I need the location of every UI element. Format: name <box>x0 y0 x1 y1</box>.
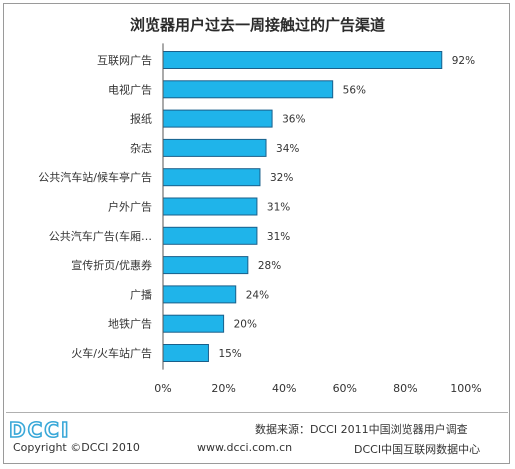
category-label-5: 户外广告 <box>108 200 152 214</box>
value-label-7: 28% <box>258 260 281 272</box>
value-label-4: 32% <box>270 172 293 184</box>
category-label-3: 杂志 <box>130 142 152 155</box>
value-label-1: 56% <box>343 84 366 96</box>
bar-6 <box>162 226 258 245</box>
bar-5 <box>162 197 258 216</box>
bar-4 <box>162 168 261 187</box>
bar-7 <box>162 256 249 275</box>
category-label-4: 公共汽车站/候车亭广告 <box>38 170 152 184</box>
dcci-logo-text: DCCI <box>9 420 70 440</box>
value-label-10: 15% <box>218 348 241 360</box>
category-label-0: 互联网广告 <box>97 54 152 67</box>
x-tick-label-2: 40% <box>272 382 296 395</box>
chart-title: 浏览器用户过去一周接触过的广告渠道 <box>129 16 385 34</box>
bar-9 <box>162 314 225 333</box>
value-label-2: 36% <box>282 114 305 126</box>
copyright-text: Copyright ©DCCI 2010 <box>13 441 140 454</box>
category-label-9: 地铁广告 <box>108 318 152 331</box>
category-label-8: 广播 <box>130 287 152 301</box>
x-tick-label-0: 0% <box>154 382 171 395</box>
dcci-logo: DCCI <box>9 420 70 440</box>
bar-10 <box>162 344 209 362</box>
category-label-6: 公共汽车广告(车厢… <box>49 229 152 243</box>
website-link[interactable]: www.dcci.com.cn <box>197 441 293 454</box>
category-label-10: 火车/火车站广告 <box>71 346 152 360</box>
category-label-1: 电视广告 <box>108 82 152 96</box>
footer-divider <box>6 412 508 413</box>
bar-1 <box>162 80 334 99</box>
value-label-3: 34% <box>276 143 299 155</box>
x-tick-label-3: 60% <box>333 382 357 395</box>
value-label-8: 24% <box>246 289 269 301</box>
bar-2 <box>162 109 273 128</box>
value-label-9: 20% <box>234 319 257 331</box>
x-tick-label-1: 20% <box>211 382 235 395</box>
org-name: DCCI中国互联网数据中心 <box>354 443 481 456</box>
value-label-0: 92% <box>452 55 475 67</box>
category-label-2: 报纸 <box>130 112 152 126</box>
bar-3 <box>162 138 267 157</box>
value-label-6: 31% <box>267 231 290 243</box>
bar-8 <box>162 285 237 304</box>
category-label-7: 宣传折页/优惠券 <box>71 258 152 272</box>
x-tick-label-4: 80% <box>393 382 417 395</box>
value-label-5: 31% <box>267 202 290 214</box>
x-tick-label-5: 100% <box>450 382 481 395</box>
bar-0 <box>162 51 443 69</box>
data-source: 数据来源：DCCI 2011中国浏览器用户调查 <box>255 423 468 436</box>
